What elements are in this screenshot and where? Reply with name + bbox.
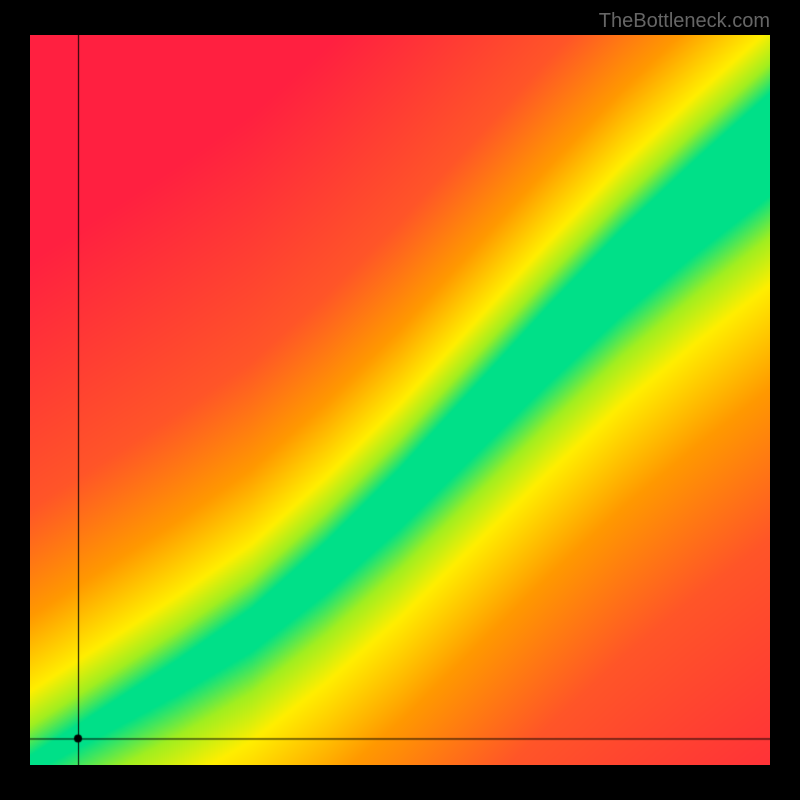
heatmap-canvas <box>30 35 770 765</box>
heatmap-plot <box>30 35 770 765</box>
watermark-text: TheBottleneck.com <box>599 10 770 33</box>
